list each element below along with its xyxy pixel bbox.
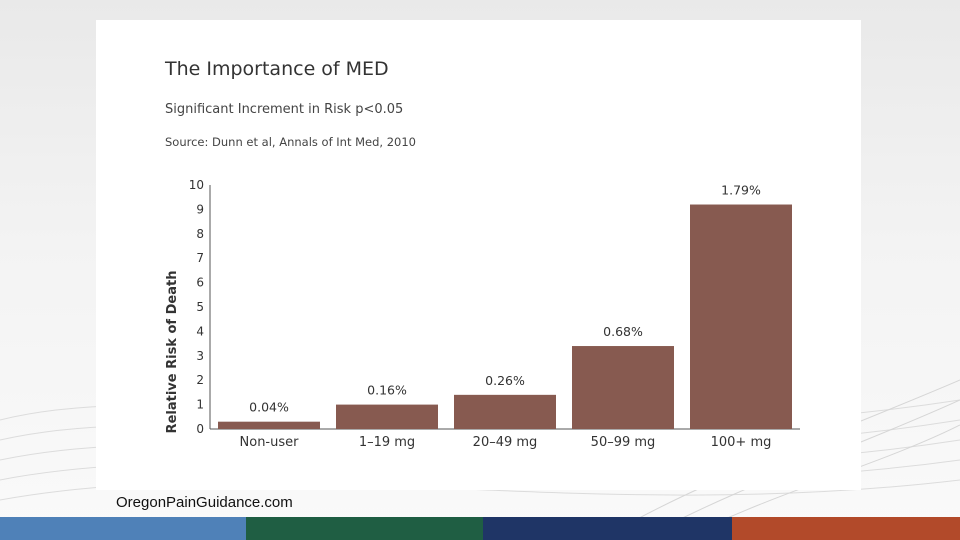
x-category-label: 100+ mg — [711, 435, 772, 450]
bar-data-label: 0.68% — [603, 324, 643, 339]
y-axis-title: Relative Risk of Death — [165, 271, 180, 434]
x-category-label: Non-user — [240, 435, 300, 450]
y-tick-label: 2 — [196, 373, 204, 387]
bar-data-label: 0.26% — [485, 373, 525, 388]
y-tick-label: 10 — [189, 178, 204, 192]
bar-data-label: 1.79% — [721, 183, 761, 198]
y-tick-label: 0 — [196, 422, 204, 436]
y-tick-label: 1 — [196, 398, 204, 412]
footer-color-segment — [246, 517, 483, 540]
x-category-label: 20–49 mg — [473, 435, 538, 450]
bar-data-label: 0.16% — [367, 383, 407, 398]
footer-color-segment — [483, 517, 732, 540]
bar — [218, 421, 320, 429]
bar-data-label: 0.04% — [249, 400, 289, 415]
footer-color-bar — [0, 517, 960, 540]
y-tick-label: 5 — [196, 300, 204, 314]
chart-source: Source: Dunn et al, Annals of Int Med, 2… — [165, 135, 416, 149]
chart-title: The Importance of MED — [165, 58, 389, 80]
footer-color-segment — [732, 517, 960, 540]
y-tick-label: 7 — [196, 251, 204, 265]
bar — [690, 204, 792, 429]
y-tick-label: 3 — [196, 349, 204, 363]
footer-url: OregonPainGuidance.com — [116, 494, 293, 511]
bar — [454, 394, 556, 429]
chart-subtitle: Significant Increment in Risk p<0.05 — [165, 102, 404, 117]
y-tick-label: 9 — [196, 202, 204, 216]
bar — [572, 346, 674, 429]
x-category-label: 1–19 mg — [359, 435, 415, 450]
y-tick-label: 8 — [196, 227, 204, 241]
y-tick-label: 6 — [196, 276, 204, 290]
x-category-label: 50–99 mg — [591, 435, 656, 450]
bar — [336, 404, 438, 429]
y-tick-label: 4 — [196, 324, 204, 338]
footer-color-segment — [0, 517, 246, 540]
